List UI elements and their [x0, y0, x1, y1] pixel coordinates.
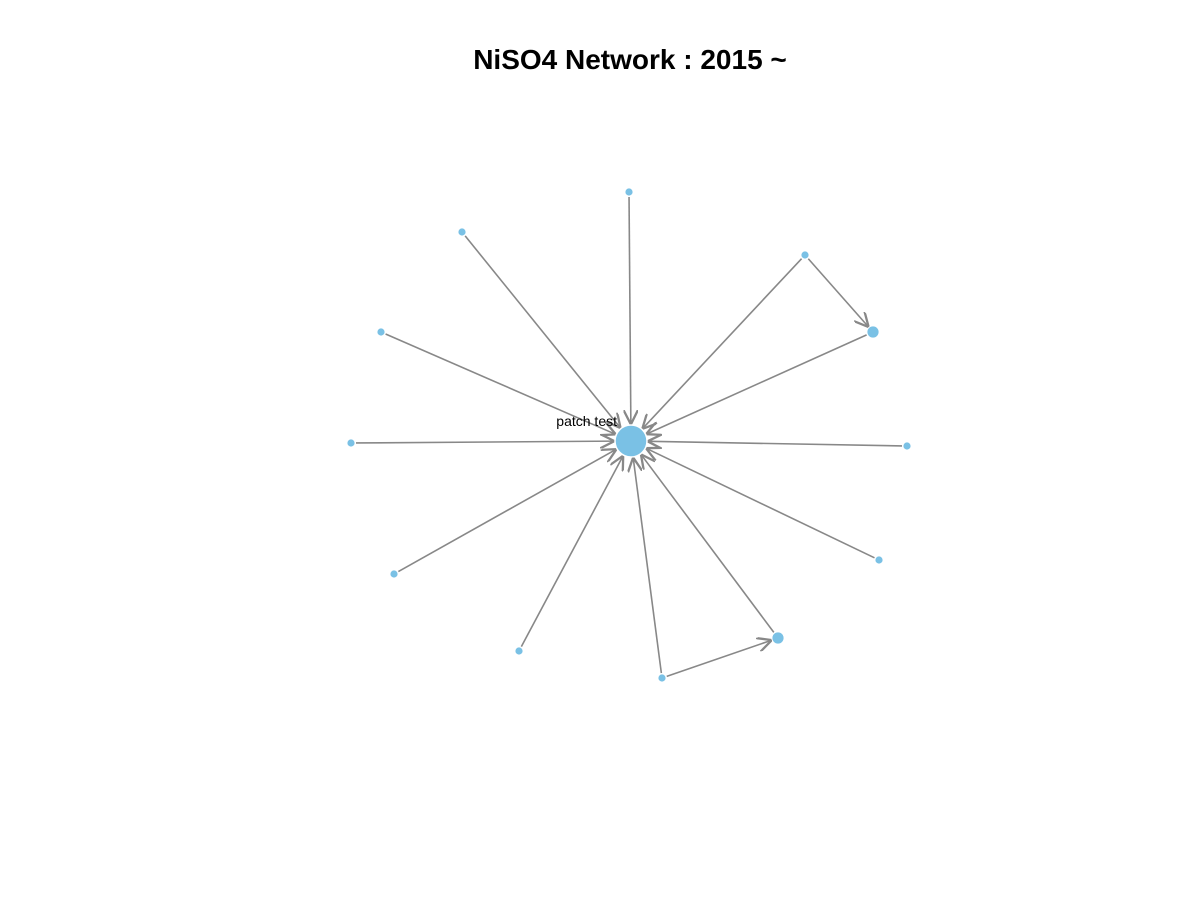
node-n9	[874, 555, 884, 565]
node-n10	[514, 646, 524, 656]
node-n3	[800, 250, 810, 260]
edge-n12-to-patch-test	[642, 455, 775, 633]
edges-layer	[355, 196, 903, 678]
nodes-layer	[346, 187, 912, 683]
edge-n4-to-patch-test	[647, 334, 867, 434]
edge-n11-to-patch-test	[633, 459, 663, 674]
node-patch-test	[614, 424, 648, 458]
edge-n3-to-n4	[807, 258, 867, 326]
node-n12	[771, 631, 785, 645]
node-n2	[457, 227, 467, 237]
edge-n9-to-patch-test	[647, 449, 875, 559]
edge-n1-to-patch-test	[629, 196, 631, 423]
edge-n2-to-patch-test	[464, 235, 620, 427]
edge-n3-to-patch-test	[643, 258, 803, 428]
node-n11	[657, 673, 667, 683]
node-n6	[346, 438, 356, 448]
node-n8	[389, 569, 399, 579]
edge-n8-to-patch-test	[397, 450, 615, 573]
node-n7	[902, 441, 912, 451]
edge-n5-to-patch-test	[385, 333, 615, 434]
edge-n11-to-n12	[666, 641, 771, 678]
node-n4	[866, 325, 880, 339]
diagram-title: NiSO4 Network : 2015 ~	[473, 44, 787, 75]
edge-n7-to-patch-test	[649, 441, 903, 446]
edge-n10-to-patch-test	[520, 457, 622, 647]
node-n1	[624, 187, 634, 197]
labels-layer: patch test	[556, 413, 617, 429]
edge-n6-to-patch-test	[355, 441, 613, 443]
node-n5	[376, 327, 386, 337]
node-label-patch-test: patch test	[556, 413, 617, 429]
